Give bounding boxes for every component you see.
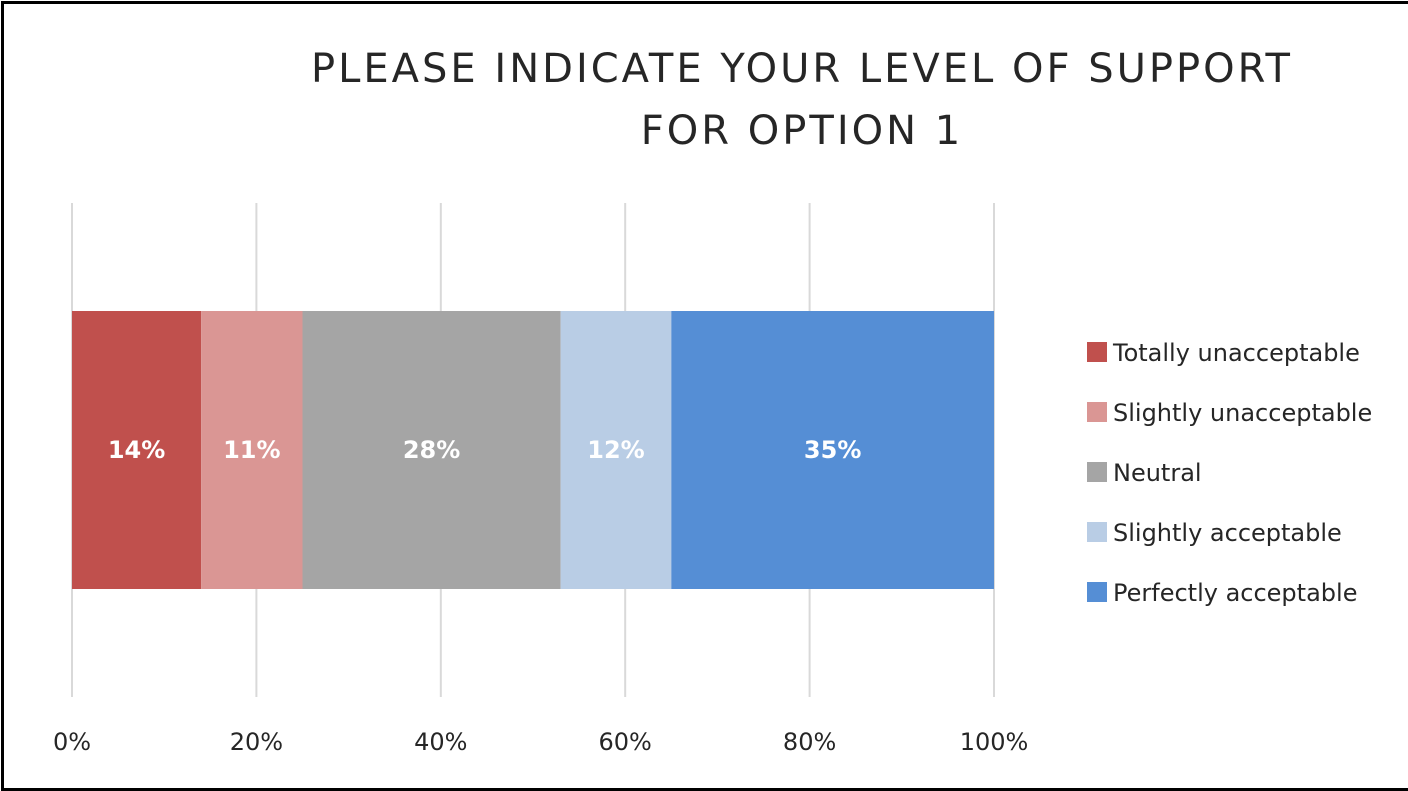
data-label-1: 11% (223, 436, 280, 464)
x-axis-tick-labels: 0% 20% 40% 60% 80% 100% (53, 728, 1028, 756)
legend-label-0: Totally unacceptable (1112, 339, 1360, 367)
chart-title: PLEASE INDICATE YOUR LEVEL OF SUPPORT FO… (311, 46, 1293, 154)
x-tick-label-3: 60% (599, 728, 652, 756)
legend-swatch-1 (1087, 402, 1107, 422)
data-label-3: 12% (587, 436, 644, 464)
x-tick-label-1: 20% (230, 728, 283, 756)
legend: Totally unacceptable Slightly unacceptabl… (1087, 339, 1372, 607)
x-tick-label-2: 40% (414, 728, 467, 756)
legend-swatch-0 (1087, 342, 1107, 362)
x-tick-label-4: 80% (783, 728, 836, 756)
x-tick-label-0: 0% (53, 728, 91, 756)
bar-segment-3 (560, 311, 672, 589)
chart-title-line-1: PLEASE INDICATE YOUR LEVEL OF SUPPORT (311, 46, 1293, 92)
stacked-bar-chart: PLEASE INDICATE YOUR LEVEL OF SUPPORT FO… (53, 46, 1372, 756)
data-label-2: 28% (403, 436, 460, 464)
legend-label-3: Slightly acceptable (1113, 519, 1342, 547)
x-tick-label-5: 100% (960, 728, 1029, 756)
legend-swatch-3 (1087, 522, 1107, 542)
data-label-0: 14% (108, 436, 165, 464)
legend-label-1: Slightly unacceptable (1113, 399, 1372, 427)
legend-swatch-2 (1087, 462, 1107, 482)
bar-segments (72, 311, 994, 589)
bar-segment-1 (201, 311, 303, 589)
bar-segment-2 (302, 311, 561, 589)
legend-label-2: Neutral (1113, 459, 1202, 487)
data-labels: 14% 11% 28% 12% 35% (108, 436, 862, 464)
legend-swatch-4 (1087, 582, 1107, 602)
chart-title-line-2: FOR OPTION 1 (641, 108, 963, 154)
legend-label-4: Perfectly acceptable (1113, 579, 1357, 607)
data-label-4: 35% (804, 436, 861, 464)
bar-segment-4 (671, 311, 994, 589)
bar-segment-0 (72, 311, 202, 589)
